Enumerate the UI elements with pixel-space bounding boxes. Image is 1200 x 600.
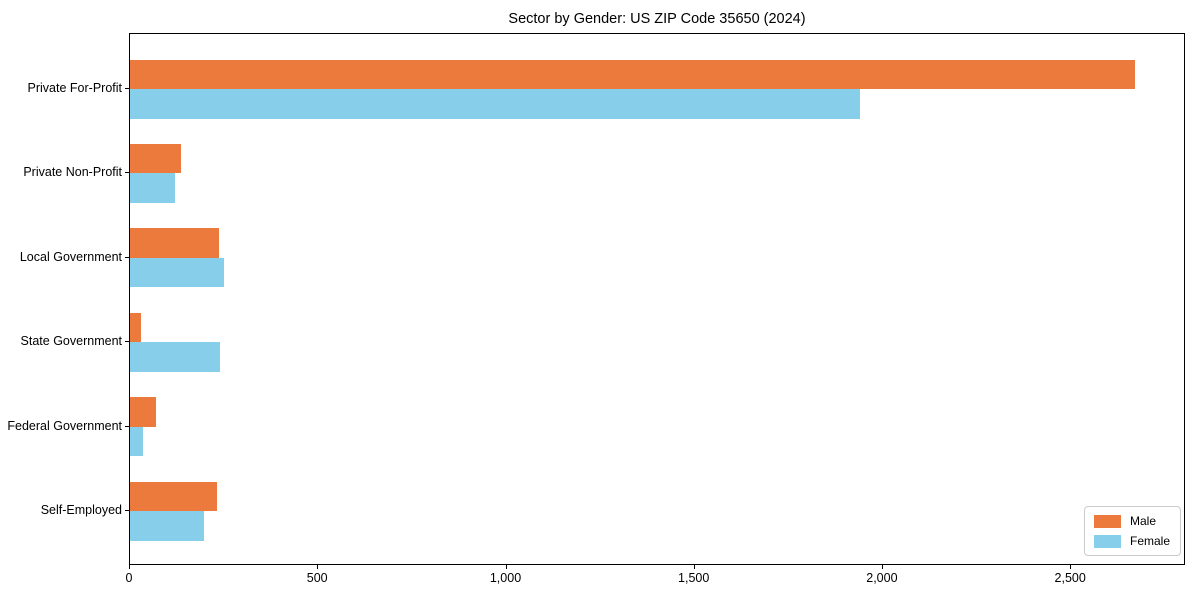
xtick-mark <box>129 565 130 569</box>
legend-label: Female <box>1129 534 1170 548</box>
ytick-label: Federal Government <box>7 418 122 433</box>
bar-female-1 <box>130 173 176 203</box>
ytick-mark <box>125 256 129 258</box>
legend-entry-female: Female <box>1093 534 1170 548</box>
ytick-mark <box>125 341 129 343</box>
xtick-mark <box>505 565 507 569</box>
ytick-label: Self-Employed <box>40 503 122 517</box>
bar-female-5 <box>130 511 204 541</box>
bar-male-1 <box>130 143 181 174</box>
xtick-label: 2,000 <box>866 571 898 585</box>
xtick-mark <box>1070 565 1072 569</box>
bar-female-3 <box>130 342 221 372</box>
plot-area: Male Female <box>129 33 1185 565</box>
xtick-label: 0 <box>125 571 133 585</box>
ytick-label: Private Non-Profit <box>23 165 122 180</box>
bar-female-4 <box>130 426 144 457</box>
xtick-mark <box>317 565 319 569</box>
xtick-label: 1,500 <box>678 571 710 585</box>
xtick-mark <box>881 565 883 569</box>
bar-male-2 <box>130 228 219 258</box>
xtick-label: 1,000 <box>489 571 522 585</box>
ytick-label: State Government <box>20 334 122 349</box>
bar-male-0 <box>130 59 1136 89</box>
legend-swatch <box>1093 514 1121 528</box>
ytick-mark <box>125 172 129 174</box>
bar-male-5 <box>130 481 218 511</box>
legend-swatch <box>1093 534 1121 548</box>
legend-entry-male: Male <box>1093 514 1170 528</box>
bar-male-3 <box>130 312 142 343</box>
xtick-label: 2,500 <box>1054 571 1086 585</box>
xtick-label: 500 <box>306 571 328 585</box>
ytick-mark <box>125 425 129 427</box>
chart-title: Sector by Gender: US ZIP Code 35650 (202… <box>508 11 806 27</box>
legend-label: Male <box>1129 514 1156 528</box>
ytick-mark <box>125 88 129 89</box>
ytick-mark <box>125 510 129 511</box>
bar-female-2 <box>130 257 225 288</box>
ytick-label: Local Government <box>19 249 122 264</box>
bar-male-4 <box>130 397 157 427</box>
bar-female-0 <box>130 89 861 119</box>
xtick-mark <box>693 565 695 569</box>
ytick-label: Private For-Profit <box>27 81 122 95</box>
legend: Male Female <box>1083 506 1181 556</box>
